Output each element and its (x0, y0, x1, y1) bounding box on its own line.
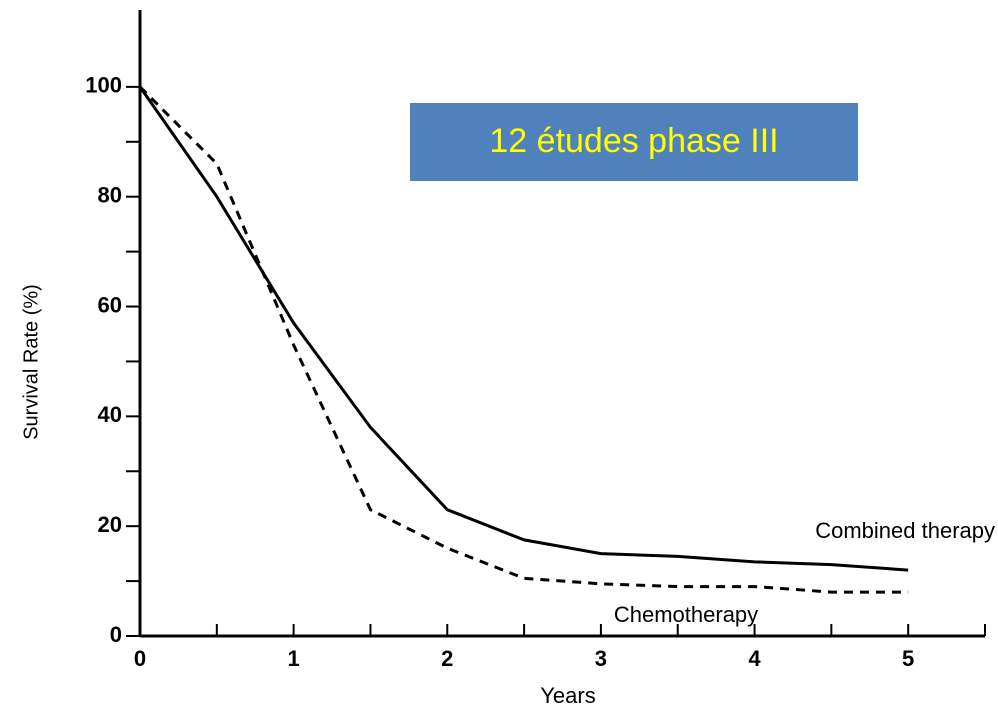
x-tick-label: 2 (441, 646, 453, 671)
series-line (138, 85, 909, 594)
x-tick-label: 0 (134, 646, 146, 671)
y-tick-label: 40 (98, 402, 122, 427)
x-tick-label: 4 (748, 646, 761, 671)
y-tick-label: 60 (98, 292, 122, 317)
series-label: Chemotherapy (614, 602, 758, 627)
series-line (138, 86, 909, 572)
y-tick-label: 20 (98, 512, 122, 537)
x-tick-label: 1 (288, 646, 300, 671)
annotation: 12 études phase III (489, 122, 778, 160)
y-tick-label: 100 (85, 73, 122, 98)
x-axis-label: Years (540, 683, 595, 708)
x-tick-label: 3 (595, 646, 607, 671)
y-tick-label: 80 (98, 183, 122, 208)
y-tick-label: 0 (110, 622, 122, 647)
y-axis-label: Survival Rate (%) (20, 284, 42, 440)
series-label: Combined therapy (815, 518, 995, 543)
annotation-box (410, 103, 858, 181)
x-tick-label: 5 (902, 646, 914, 671)
